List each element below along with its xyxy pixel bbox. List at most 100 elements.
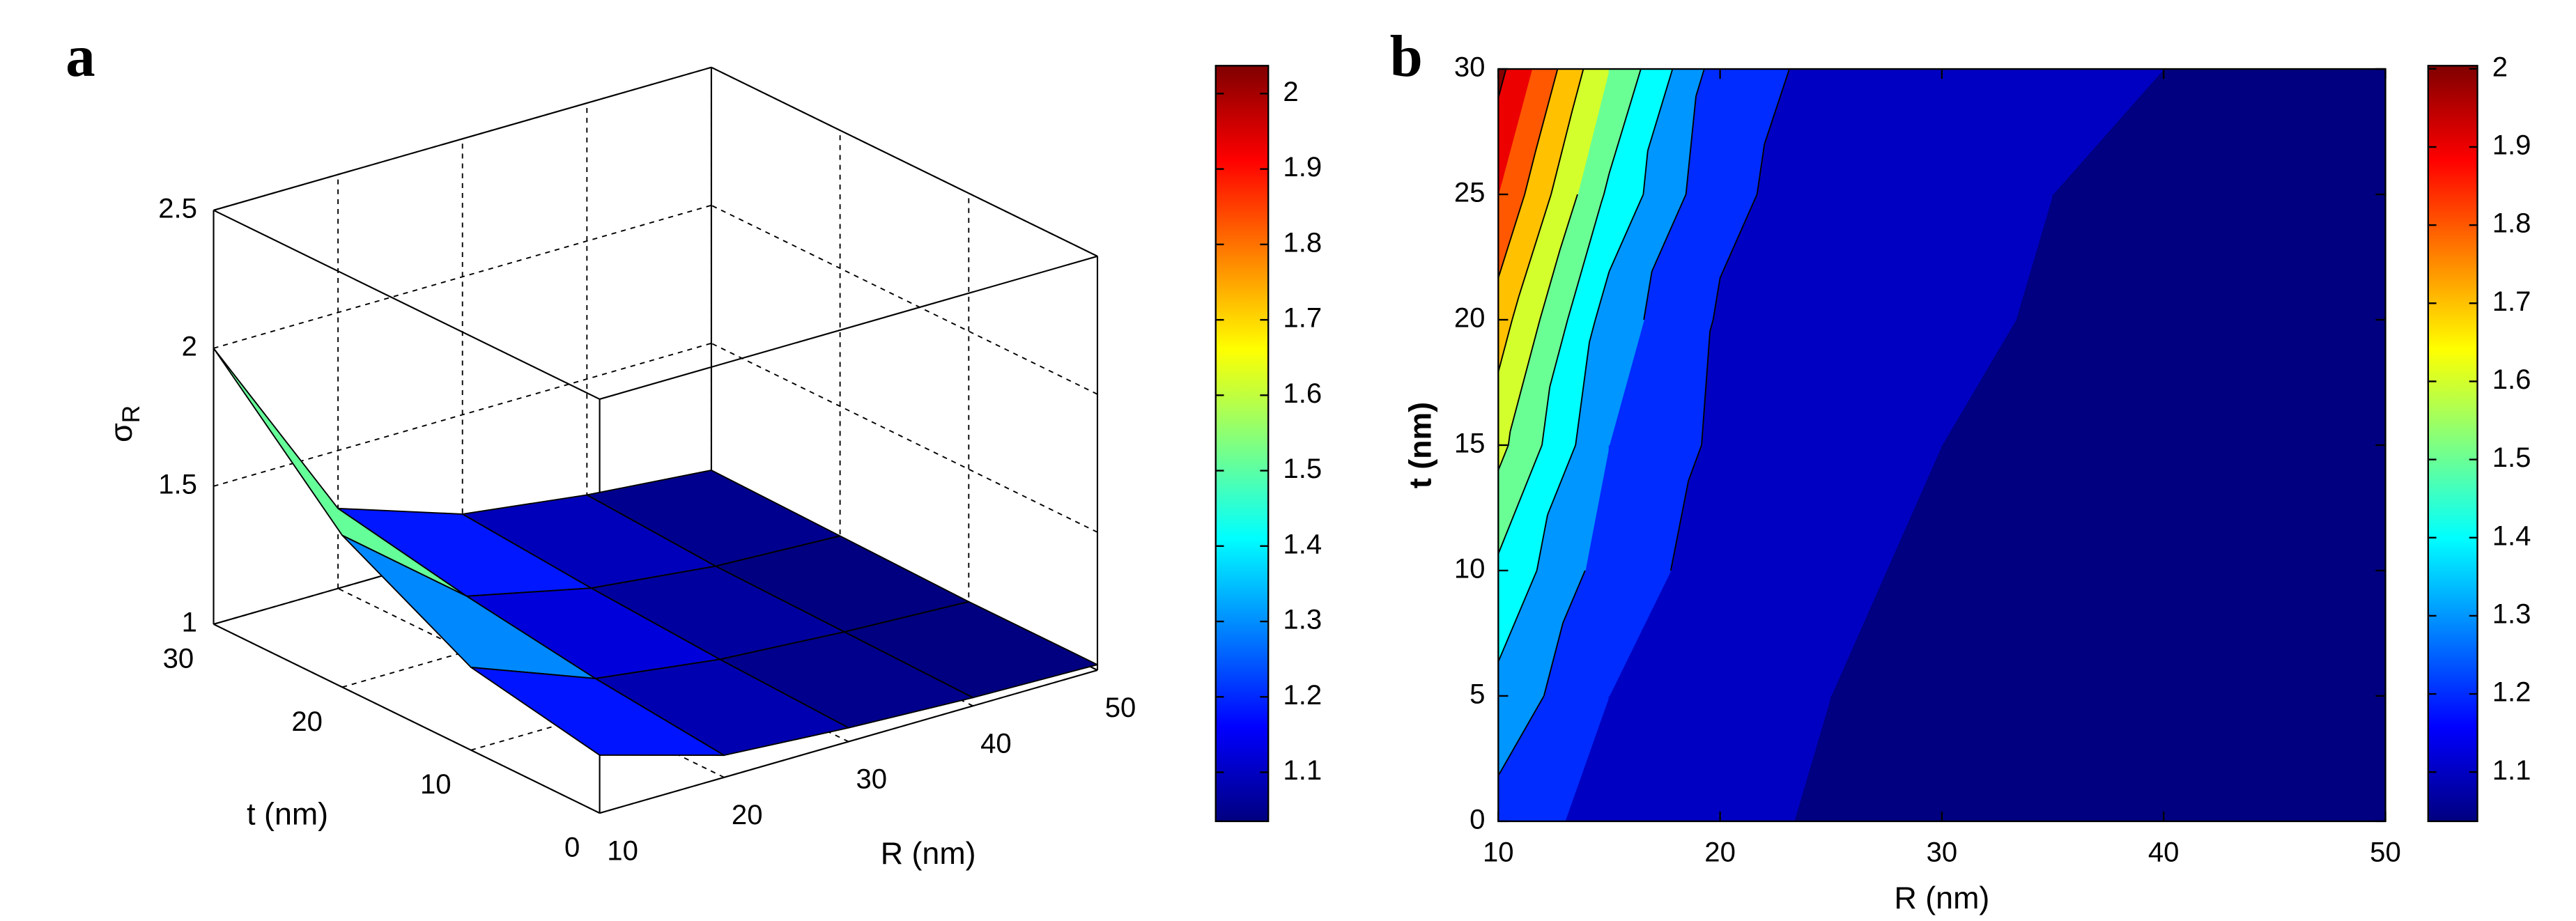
y-tick-label: 0: [564, 833, 580, 863]
z-axis-label: σR: [104, 405, 146, 442]
contour-line: [1497, 570, 1538, 663]
y-axis-label: t (nm): [247, 797, 328, 832]
contour-line: [1643, 271, 1653, 320]
x-tick-label: 10: [1483, 837, 1514, 868]
contour-line: [1764, 68, 1790, 145]
x-tick-label: 30: [1927, 837, 1958, 868]
grid-line: [213, 342, 712, 487]
box-edge: [213, 623, 601, 814]
colorbar-tick-label: 1.8: [1283, 227, 1322, 258]
z-tick-label: 2.5: [158, 193, 197, 224]
x-tick-label: 50: [1105, 692, 1136, 723]
z-axis-label-subscript: R: [118, 405, 145, 424]
box-edge: [711, 66, 1098, 257]
contour-line: [1756, 144, 1766, 195]
y-tick-label: 30: [163, 643, 194, 674]
colorbar: [1214, 65, 1270, 823]
y-tick-label: 20: [291, 706, 323, 737]
colorbar-tick-label: 1.1: [2492, 755, 2531, 786]
contour-line: [1575, 341, 1590, 446]
z-axis-label-symbol: σ: [104, 423, 139, 442]
contour-line: [1549, 319, 1568, 387]
colorbar-tick-label: 1.6: [1283, 378, 1322, 409]
contour-line: [1536, 514, 1548, 571]
z-tick-label: 2: [182, 331, 197, 362]
colorbar-tick-label: 1.9: [1283, 152, 1322, 183]
contour-line: [1497, 444, 1543, 555]
panel-label: a: [65, 24, 95, 89]
contour-line: [1709, 319, 1714, 332]
grid-line: [711, 342, 1098, 533]
colorbar-tick-label: 1.8: [2492, 208, 2531, 239]
x-tick-label: 40: [980, 728, 1012, 759]
x-axis-label: R (nm): [881, 836, 976, 871]
y-axis-label: t (nm): [1403, 402, 1438, 488]
y-tick-label: 10: [420, 769, 452, 800]
y-tick-label: 25: [1454, 178, 1486, 208]
contour-line: [1534, 68, 1559, 153]
colorbar-tick-label: 1.9: [2492, 130, 2531, 161]
contour-line: [1559, 194, 1578, 251]
contour-line: [1547, 444, 1577, 516]
colorbar-tick-label: 1.1: [1283, 755, 1322, 786]
x-tick-label: 10: [607, 835, 638, 866]
contour-line: [1566, 203, 1602, 320]
colorbar-tick-label: 1.2: [1283, 680, 1322, 711]
colorbar-tick-label: 1.6: [2492, 364, 2531, 395]
box-edge: [599, 669, 1098, 814]
contour-line: [1518, 194, 1552, 297]
contour-line: [1589, 319, 1596, 343]
contour-line: [1497, 319, 1513, 373]
contour-line: [1608, 194, 1644, 272]
y-tick-label: 10: [1454, 554, 1486, 585]
y-tick-label: 0: [1470, 804, 1485, 835]
contour-line: [1669, 481, 1690, 571]
contour-line: [1511, 296, 1520, 320]
contour-line: [1701, 331, 1711, 446]
colorbar-tick-label: 2: [2492, 52, 2508, 82]
contour-line: [1562, 570, 1586, 624]
contour-line: [1509, 319, 1541, 432]
x-tick-label: 20: [732, 800, 763, 830]
y-tick-label: 5: [1470, 679, 1485, 710]
colorbar-tick-label: 1.7: [1283, 303, 1322, 334]
x-axis-label: R (nm): [1894, 881, 1989, 915]
contour-line: [1497, 68, 1507, 98]
surface-patch: [470, 666, 725, 757]
contour-line: [1524, 152, 1536, 195]
contour-line: [1712, 277, 1721, 320]
y-tick-label: 15: [1454, 428, 1486, 459]
contour-line: [1642, 150, 1649, 195]
grid-line: [711, 204, 1098, 395]
contour-line: [1571, 68, 1584, 111]
contour-line: [1497, 695, 1545, 776]
colorbar-tick-label: 1.3: [2492, 599, 2531, 630]
box-edge: [213, 66, 712, 211]
z-tick-label: 1.5: [158, 469, 197, 500]
colorbar-tick-label: 1.5: [2492, 442, 2531, 473]
x-tick-label: 50: [2370, 837, 2401, 868]
grid-line: [213, 204, 712, 349]
x-tick-label: 20: [1704, 837, 1736, 868]
box-edge: [599, 255, 1098, 400]
contour-line: [1688, 444, 1702, 481]
contour-line: [1719, 194, 1758, 279]
box-edge: [213, 209, 601, 400]
x-tick-label: 30: [856, 764, 888, 795]
panel-label: b: [1390, 24, 1423, 89]
contour-line: [1539, 249, 1561, 320]
contour-line: [1507, 431, 1511, 446]
contour-line: [1603, 173, 1610, 195]
colorbar-tick-label: 2: [1283, 77, 1298, 107]
contour-line: [1541, 387, 1551, 446]
contour-line: [1646, 68, 1674, 151]
colorbar-tick-label: 1.4: [1283, 529, 1322, 559]
contour-line: [1497, 444, 1509, 471]
contour-line: [1685, 96, 1697, 195]
colorbar-tick-label: 1.7: [2492, 286, 2531, 317]
contour-line: [1651, 194, 1687, 272]
y-tick-label: 30: [1454, 52, 1486, 83]
contour-line: [1550, 110, 1573, 195]
